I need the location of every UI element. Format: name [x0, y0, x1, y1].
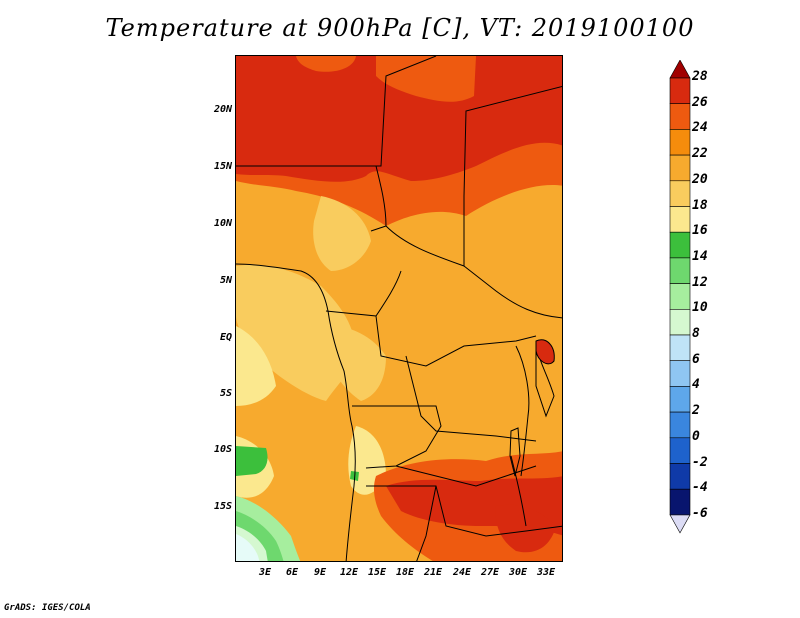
colorbar-label: 26 — [692, 94, 708, 110]
lon-label-21e: 21E — [423, 567, 443, 578]
colorbar-band — [669, 360, 691, 387]
colorbar-label: 8 — [692, 326, 700, 341]
colorbar-band — [669, 129, 691, 156]
colorbar-band — [669, 103, 691, 130]
colorbar-label: 2 — [692, 403, 700, 419]
colorbar-label: 28 — [692, 69, 708, 84]
colorbar — [669, 60, 691, 534]
temperature-map — [235, 55, 563, 562]
lat-label-15n: 15N — [213, 161, 232, 172]
lon-label-33e: 33E — [536, 567, 556, 578]
colorbar-label: 4 — [692, 377, 700, 393]
lon-label-27e: 27E — [480, 567, 500, 578]
temperature-field — [236, 56, 562, 561]
colorbar-band — [669, 154, 691, 182]
colorbar-band — [669, 437, 691, 464]
lat-label-eq: EQ — [219, 332, 232, 343]
colorbar-label: 18 — [692, 197, 708, 213]
colorbar-band — [669, 386, 691, 413]
colorbar-band — [669, 488, 691, 516]
plot-title: Temperature at 900hPa [C], VT: 201910010… — [105, 14, 695, 42]
colorbar-label: 14 — [692, 248, 708, 264]
colorbar-top-cap — [669, 60, 691, 79]
lon-label-6e: 6E — [285, 567, 299, 578]
colorbar-label: -6 — [692, 505, 708, 521]
colorbar-label: 12 — [692, 274, 708, 290]
lat-label-20n: 20N — [213, 104, 232, 115]
lat-label-5s: 5S — [219, 388, 232, 399]
lon-label-9e: 9E — [313, 567, 327, 578]
colorbar-label: -4 — [692, 480, 708, 496]
lat-label-10s: 10S — [213, 444, 232, 455]
lat-label-15s: 15S — [213, 501, 232, 512]
lon-label-30e: 30E — [508, 567, 528, 578]
lat-label-5n: 5N — [219, 275, 232, 286]
colorbar-label: -2 — [692, 454, 708, 470]
colorbar-label: 6 — [692, 351, 700, 367]
colorbar-label: 10 — [692, 300, 708, 316]
colorbar-band — [669, 463, 691, 490]
footer-credit: GrADS: IGES/COLA — [4, 603, 91, 613]
lon-label-12e: 12E — [339, 567, 359, 578]
lon-label-18e: 18E — [395, 567, 415, 578]
lon-label-3e: 3E — [258, 567, 272, 578]
colorbar-band — [669, 257, 691, 284]
colorbar-band — [669, 309, 691, 336]
colorbar-label: 0 — [692, 428, 700, 444]
lon-label-24e: 24E — [452, 567, 472, 578]
colorbar-band — [669, 283, 691, 310]
colorbar-label: 20 — [692, 171, 708, 187]
colorbar-band — [669, 334, 691, 362]
colorbar-label: 16 — [692, 223, 708, 239]
colorbar-bottom-cap — [669, 514, 691, 534]
colorbar-band — [669, 206, 691, 233]
lon-label-15e: 15E — [367, 567, 387, 578]
colorbar-label: 24 — [692, 120, 708, 136]
colorbar-label: 22 — [692, 146, 708, 162]
colorbar-band — [669, 231, 691, 259]
colorbar-band — [669, 180, 691, 207]
lat-label-10n: 10N — [213, 218, 232, 229]
colorbar-band — [669, 77, 691, 105]
colorbar-band — [669, 411, 691, 439]
